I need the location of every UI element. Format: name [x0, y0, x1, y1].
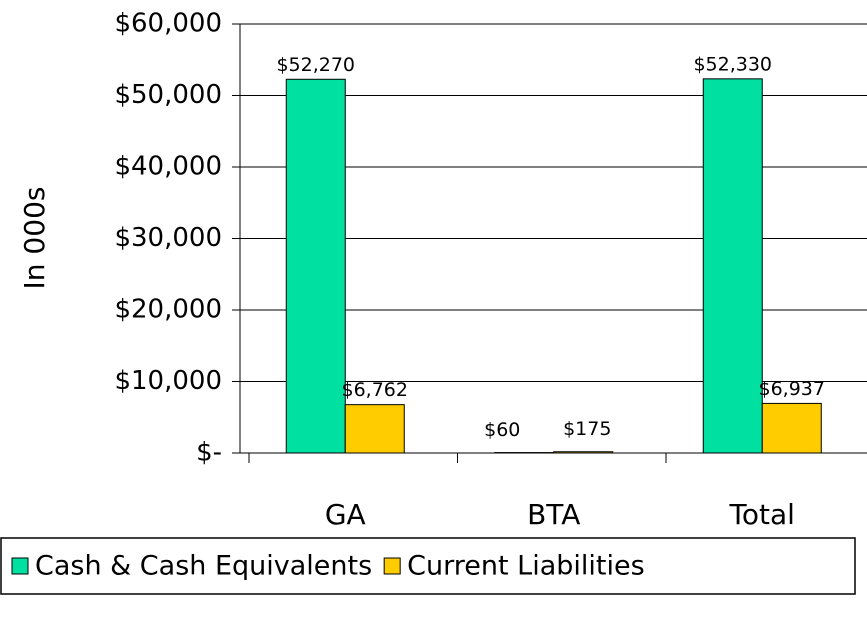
bar: [553, 451, 614, 454]
y-tick-label: $10,000: [114, 366, 222, 396]
bar: [761, 402, 822, 454]
bar: [344, 404, 405, 454]
value-label: $6,762: [342, 379, 408, 401]
legend-label: Current Liabilities: [407, 551, 645, 582]
y-tick-label: $50,000: [114, 80, 222, 110]
legend-swatch: [383, 557, 401, 575]
x-tick-label: BTA: [527, 498, 580, 531]
bar: [702, 78, 763, 454]
x-tick-label: GA: [325, 498, 366, 531]
value-label: $52,330: [693, 53, 772, 75]
value-label: $175: [563, 418, 611, 440]
value-label: $60: [484, 419, 520, 441]
legend-label: Cash & Cash Equivalents: [35, 551, 372, 582]
legend-box: [0, 537, 856, 595]
y-tick-label: $-: [196, 438, 222, 468]
y-tick-label: $40,000: [114, 152, 222, 182]
legend-swatch: [11, 557, 29, 575]
value-label: $52,270: [276, 54, 355, 76]
y-tick-label: $60,000: [114, 9, 222, 39]
value-label: $6,937: [759, 378, 825, 400]
x-tick-label: Total: [729, 498, 795, 531]
y-tick-label: $20,000: [114, 295, 222, 325]
y-axis-label: In 000s: [18, 187, 51, 290]
bar: [285, 78, 346, 454]
y-tick-label: $30,000: [114, 223, 222, 253]
